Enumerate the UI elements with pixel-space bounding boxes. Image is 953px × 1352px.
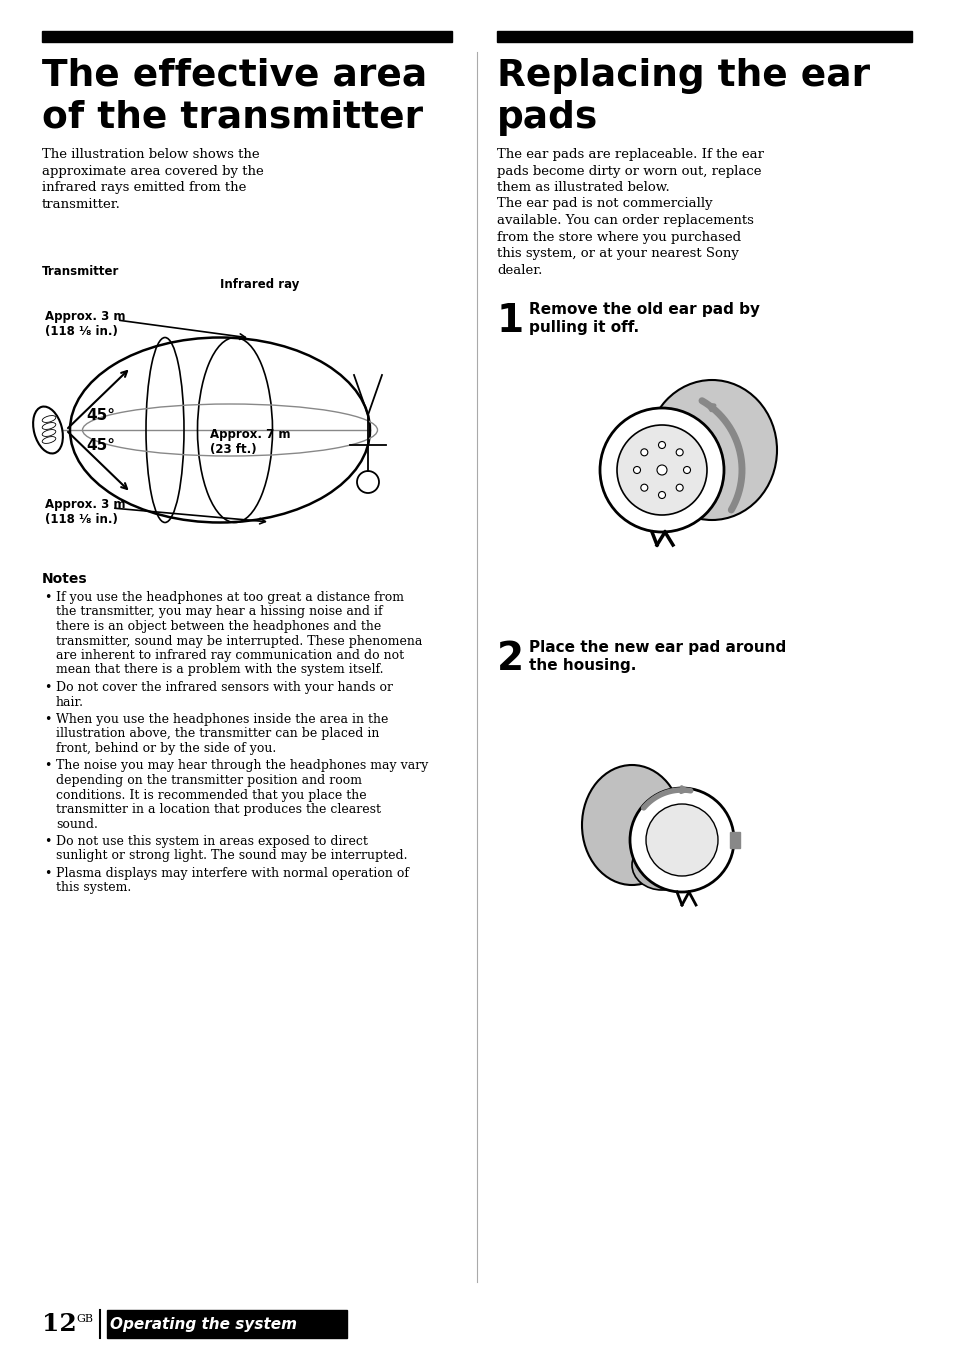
Text: the transmitter, you may hear a hissing noise and if: the transmitter, you may hear a hissing … [56, 606, 382, 618]
Text: Do not use this system in areas exposed to direct: Do not use this system in areas exposed … [56, 836, 368, 848]
Text: this system.: this system. [56, 882, 132, 895]
Circle shape [640, 484, 647, 491]
Text: sunlight or strong light. The sound may be interrupted.: sunlight or strong light. The sound may … [56, 849, 407, 863]
Text: Approx. 3 m
(118 ¹⁄₈ in.): Approx. 3 m (118 ¹⁄₈ in.) [45, 310, 126, 338]
Text: 2: 2 [497, 639, 523, 677]
Text: Do not cover the infrared sensors with your hands or: Do not cover the infrared sensors with y… [56, 681, 393, 694]
Bar [42, 31, 452, 42]
Circle shape [658, 442, 665, 449]
Text: The noise you may hear through the headphones may vary: The noise you may hear through the headp… [56, 760, 428, 772]
Circle shape [599, 408, 723, 531]
Text: When you use the headphones inside the area in the: When you use the headphones inside the a… [56, 713, 388, 726]
Ellipse shape [646, 380, 776, 521]
Text: Replacing the ear: Replacing the ear [497, 58, 869, 95]
Text: the housing.: the housing. [529, 658, 636, 673]
Text: Remove the old ear pad by: Remove the old ear pad by [529, 301, 760, 316]
Text: Plasma displays may interfere with normal operation of: Plasma displays may interfere with norma… [56, 867, 409, 880]
Circle shape [640, 449, 647, 456]
Text: The ear pads are replaceable. If the ear: The ear pads are replaceable. If the ear [497, 147, 763, 161]
Text: •: • [44, 836, 51, 848]
Text: 1: 1 [497, 301, 523, 339]
Text: dealer.: dealer. [497, 264, 542, 277]
Text: illustration above, the transmitter can be placed in: illustration above, the transmitter can … [56, 727, 379, 741]
Text: 45°: 45° [86, 438, 115, 453]
Text: transmitter in a location that produces the clearest: transmitter in a location that produces … [56, 803, 380, 817]
Bar [107, 1310, 347, 1338]
Text: pads: pads [497, 100, 598, 137]
Text: from the store where you purchased: from the store where you purchased [497, 230, 740, 243]
Circle shape [676, 484, 682, 491]
Circle shape [682, 466, 690, 473]
Text: 45°: 45° [86, 408, 115, 423]
Circle shape [629, 788, 733, 892]
Text: this system, or at your nearest Sony: this system, or at your nearest Sony [497, 247, 739, 260]
Text: Transmitter: Transmitter [42, 265, 119, 279]
Text: The illustration below shows the: The illustration below shows the [42, 147, 259, 161]
Text: GB: GB [76, 1314, 92, 1324]
Text: are inherent to infrared ray communication and do not: are inherent to infrared ray communicati… [56, 649, 404, 662]
Text: front, behind or by the side of you.: front, behind or by the side of you. [56, 742, 276, 754]
Text: there is an object between the headphones and the: there is an object between the headphone… [56, 621, 381, 633]
Circle shape [676, 449, 682, 456]
Circle shape [658, 492, 665, 499]
Text: approximate area covered by the: approximate area covered by the [42, 165, 263, 177]
Text: Notes: Notes [42, 572, 88, 585]
Bar [729, 831, 740, 848]
Bar [497, 31, 911, 42]
Text: hair.: hair. [56, 695, 84, 708]
Text: The ear pad is not commercially: The ear pad is not commercially [497, 197, 712, 211]
Text: 12: 12 [42, 1311, 76, 1336]
Text: sound.: sound. [56, 818, 98, 830]
Text: Place the new ear pad around: Place the new ear pad around [529, 639, 785, 654]
Circle shape [657, 465, 666, 475]
Text: If you use the headphones at too great a distance from: If you use the headphones at too great a… [56, 591, 403, 604]
Text: Operating the system: Operating the system [110, 1317, 296, 1332]
Text: conditions. It is recommended that you place the: conditions. It is recommended that you p… [56, 788, 366, 802]
Text: Approx. 3 m
(118 ¹⁄₈ in.): Approx. 3 m (118 ¹⁄₈ in.) [45, 498, 126, 526]
Text: •: • [44, 713, 51, 726]
Circle shape [617, 425, 706, 515]
Text: Infrared ray: Infrared ray [220, 279, 299, 291]
Text: infrared rays emitted from the: infrared rays emitted from the [42, 181, 246, 193]
Text: The effective area: The effective area [42, 58, 427, 95]
Text: •: • [44, 591, 51, 604]
Text: pulling it off.: pulling it off. [529, 320, 639, 335]
Circle shape [633, 466, 639, 473]
Ellipse shape [33, 407, 63, 453]
Text: transmitter.: transmitter. [42, 197, 121, 211]
Text: Approx. 7 m
(23 ft.): Approx. 7 m (23 ft.) [210, 429, 291, 456]
Text: available. You can order replacements: available. You can order replacements [497, 214, 753, 227]
Text: •: • [44, 760, 51, 772]
Text: mean that there is a problem with the system itself.: mean that there is a problem with the sy… [56, 664, 383, 676]
Ellipse shape [631, 840, 691, 890]
Ellipse shape [581, 765, 681, 886]
Text: of the transmitter: of the transmitter [42, 100, 423, 137]
Text: transmitter, sound may be interrupted. These phenomena: transmitter, sound may be interrupted. T… [56, 634, 422, 648]
Text: •: • [44, 867, 51, 880]
Text: them as illustrated below.: them as illustrated below. [497, 181, 669, 193]
Text: pads become dirty or worn out, replace: pads become dirty or worn out, replace [497, 165, 760, 177]
Text: depending on the transmitter position and room: depending on the transmitter position an… [56, 773, 361, 787]
Circle shape [645, 804, 718, 876]
Text: •: • [44, 681, 51, 694]
